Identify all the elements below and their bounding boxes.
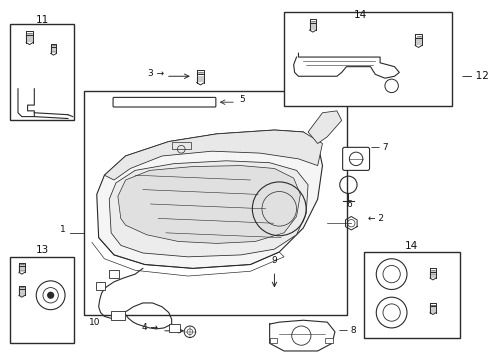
Bar [84,91,347,315]
Polygon shape [97,130,322,268]
FancyBboxPatch shape [113,98,216,107]
Text: 11: 11 [35,15,49,24]
Polygon shape [104,130,322,180]
Bar [109,270,119,278]
Text: 9: 9 [271,256,277,265]
FancyBboxPatch shape [343,147,369,170]
Bar [10,257,74,343]
Circle shape [48,292,53,298]
Bar [284,12,452,106]
Polygon shape [109,161,308,257]
Bar [111,311,124,320]
Bar [169,324,180,332]
Text: 5: 5 [239,95,245,104]
Text: 1: 1 [60,225,66,234]
Text: 10: 10 [89,318,100,327]
Polygon shape [118,166,300,243]
Text: — 12: — 12 [462,71,489,81]
Text: 6: 6 [346,199,352,208]
Text: ← 2: ← 2 [368,214,384,223]
Text: 14: 14 [405,241,418,251]
Text: — 7: — 7 [371,143,389,152]
Bar [96,282,105,289]
Text: 13: 13 [35,245,49,255]
Text: 3 →: 3 → [148,69,164,78]
Bar [172,141,191,149]
Bar [10,24,74,121]
Text: 4 →: 4 → [142,323,158,332]
Bar [270,338,277,343]
Bar [364,252,460,338]
Bar [325,338,333,343]
Text: — 8: — 8 [339,326,356,335]
Text: 14: 14 [354,10,368,20]
Polygon shape [308,111,342,144]
